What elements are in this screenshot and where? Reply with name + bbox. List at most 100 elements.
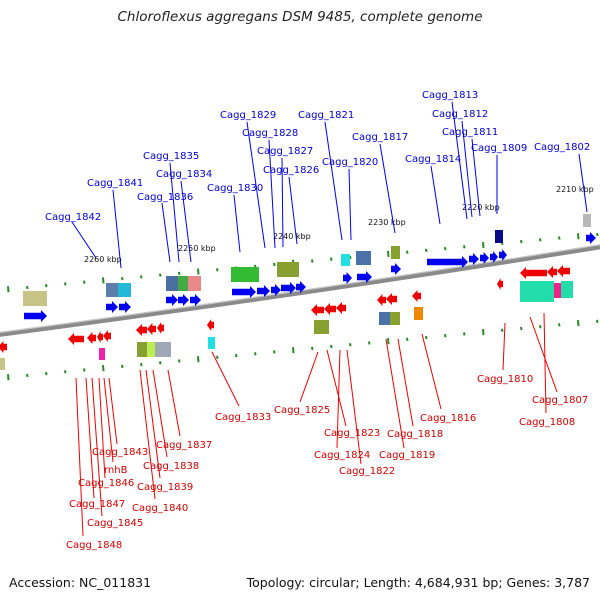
gene-label[interactable]: Cagg_1811 [442,127,498,138]
label-leader-line [139,369,156,500]
gene-label[interactable]: Cagg_1847 [69,499,125,510]
gene-label[interactable]: Cagg_1817 [352,132,408,143]
forward-gene-arrow[interactable] [469,253,479,265]
forward-gene-arrow[interactable] [427,256,468,268]
reverse-gene-arrow[interactable] [136,324,147,336]
scale-tick [121,276,124,281]
forward-gene-arrow[interactable] [190,294,201,306]
gene-label[interactable]: Cagg_1839 [137,482,193,493]
gene-label[interactable]: Cagg_1823 [324,428,380,439]
feature-block [23,291,47,306]
scale-tick [216,268,219,272]
forward-gene-arrow[interactable] [391,263,401,275]
feature-block [118,283,131,297]
gene-label[interactable]: Cagg_1836 [137,192,193,203]
scale-tick [178,271,181,276]
forward-gene-arrow[interactable] [480,252,489,264]
gene-label[interactable]: Cagg_1824 [314,450,370,461]
forward-gene-arrow[interactable] [24,310,47,322]
scale-tick [197,356,200,363]
gene-label[interactable]: Cagg_1822 [339,466,395,477]
forward-gene-arrow[interactable] [271,284,281,296]
gene-label[interactable]: rnhB [104,465,128,476]
reverse-gene-arrow[interactable] [87,332,96,344]
reverse-gene-arrow[interactable] [68,333,84,345]
gene-label[interactable]: Cagg_1808 [519,417,575,428]
gene-label[interactable]: Cagg_1821 [298,110,354,121]
label-leader-line [233,194,241,253]
gene-label[interactable]: Cagg_1812 [432,109,488,120]
gene-label[interactable]: Cagg_1809 [471,143,527,154]
gene-label[interactable]: Cagg_1833 [215,412,271,423]
scale-tick [368,341,371,345]
gene-label[interactable]: Cagg_1826 [263,165,319,176]
reverse-gene-arrow[interactable] [557,265,570,277]
gene-label[interactable]: Cagg_1820 [322,157,378,168]
scale-tick [330,257,333,261]
gene-label[interactable]: Cagg_1841 [87,178,143,189]
gene-label[interactable]: Cagg_1819 [379,450,435,461]
reverse-gene-arrow[interactable] [336,302,346,314]
forward-gene-arrow[interactable] [232,286,256,298]
gene-label[interactable]: Cagg_1829 [220,110,276,121]
gene-label[interactable]: Cagg_1825 [274,405,330,416]
gene-label[interactable]: Cagg_1835 [143,151,199,162]
forward-gene-arrow[interactable] [106,301,118,313]
gene-label[interactable]: Cagg_1846 [78,478,134,489]
reverse-gene-arrow[interactable] [103,330,111,342]
forward-gene-arrow[interactable] [586,232,596,244]
scale-tick [102,277,105,284]
reverse-gene-arrow[interactable] [157,322,164,334]
scale-tick [539,238,542,242]
forward-gene-arrow[interactable] [166,294,178,306]
gene-label[interactable]: Cagg_1813 [422,90,478,101]
forward-gene-arrow[interactable] [357,271,372,283]
scale-tick [7,374,10,381]
scale-tick [520,326,523,331]
forward-gene-arrow[interactable] [178,294,189,306]
gene-label[interactable]: Cagg_1843 [92,447,148,458]
reverse-gene-arrow[interactable] [386,293,397,305]
gene-label[interactable]: Cagg_1802 [534,142,590,153]
reverse-gene-arrow[interactable] [497,278,503,290]
label-leader-line [421,333,442,410]
gene-label[interactable]: Cagg_1827 [257,146,313,157]
forward-gene-arrow[interactable] [119,301,131,313]
label-leader-line [112,189,122,269]
scale-tick [539,325,542,329]
label-leader-line [461,120,473,218]
reverse-gene-arrow[interactable] [412,290,421,302]
gene-label[interactable]: Cagg_1828 [242,128,298,139]
label-leader-line [152,369,168,458]
reverse-gene-arrow[interactable] [311,304,324,316]
gene-label[interactable]: Cagg_1840 [132,503,188,514]
label-leader-line [98,377,106,479]
forward-gene-arrow[interactable] [281,282,296,294]
reverse-gene-arrow[interactable] [324,303,336,315]
reverse-gene-arrow[interactable] [147,323,156,335]
forward-gene-arrow[interactable] [343,272,352,284]
gene-label[interactable]: Cagg_1838 [143,461,199,472]
reverse-gene-arrow[interactable] [377,294,386,306]
forward-gene-arrow[interactable] [490,251,498,263]
gene-label[interactable]: Cagg_1814 [405,154,461,165]
reverse-gene-arrow[interactable] [520,267,547,279]
gene-label[interactable]: Cagg_1848 [66,540,122,551]
gene-label[interactable]: Cagg_1834 [156,169,212,180]
forward-gene-arrow[interactable] [499,249,507,261]
gene-label[interactable]: Cagg_1845 [87,518,143,529]
reverse-gene-arrow[interactable] [207,319,214,331]
forward-gene-arrow[interactable] [257,285,270,297]
reverse-gene-arrow[interactable] [0,341,7,353]
gene-label[interactable]: Cagg_1837 [156,440,212,451]
gene-label[interactable]: Cagg_1830 [207,183,263,194]
reverse-gene-arrow[interactable] [547,266,557,278]
gene-label[interactable]: Cagg_1807 [532,395,588,406]
gene-label[interactable]: Cagg_1810 [477,374,533,385]
feature-blocks [0,214,591,370]
reverse-gene-arrow[interactable] [97,331,103,343]
forward-gene-arrow[interactable] [296,281,306,293]
gene-label[interactable]: Cagg_1842 [45,212,101,223]
gene-label[interactable]: Cagg_1816 [420,413,476,424]
gene-label[interactable]: Cagg_1818 [387,429,443,440]
